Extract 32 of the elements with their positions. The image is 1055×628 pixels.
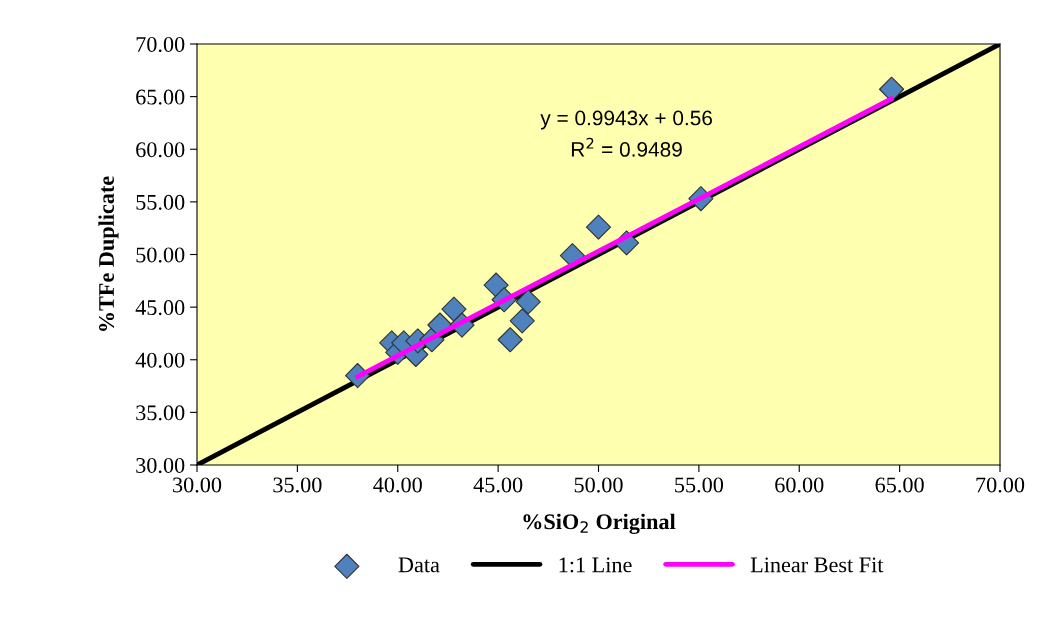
y-tick-label: 40.00 xyxy=(135,352,185,368)
y-axis-title: %TFe Duplicate xyxy=(98,176,119,331)
y-tick-label: 35.00 xyxy=(136,405,185,421)
x-tick-label: 55.00 xyxy=(675,477,724,493)
point xyxy=(585,214,612,240)
x-tick-label: 35.00 xyxy=(273,477,322,493)
point xyxy=(879,76,905,102)
y-tick-label: 45.00 xyxy=(135,300,185,316)
point xyxy=(483,272,509,298)
legend-label: Linear Best Fit xyxy=(750,557,884,573)
y-tick-label: 55.00 xyxy=(136,194,185,210)
x-tick-label: 30.00 xyxy=(173,477,222,493)
legend-label: 1:1 Line xyxy=(559,557,632,573)
annotation: R$^{2}$ = 0.9489 xyxy=(571,137,682,157)
x-tick-label: 45.00 xyxy=(473,477,523,493)
legend-label: Data xyxy=(398,557,440,573)
point xyxy=(509,308,535,334)
x-tick-label: 50.00 xyxy=(574,477,623,493)
x-tick-label: 60.00 xyxy=(775,477,824,493)
y-tick-label: 70.00 xyxy=(136,36,185,53)
y-tick-label: 65.00 xyxy=(136,89,185,105)
x-tick-label: 65.00 xyxy=(875,477,924,493)
point xyxy=(497,327,523,353)
y-tick-label: 50.00 xyxy=(136,247,185,263)
x-tick-label: 40.00 xyxy=(373,477,422,493)
y-tick-label: 60.00 xyxy=(136,142,185,158)
point xyxy=(515,289,541,315)
point xyxy=(441,296,467,322)
x-tick-label: 70.00 xyxy=(976,477,1025,493)
x-axis-title: %SiO$_{2}$ Original xyxy=(523,513,676,534)
y-tick-label: 30.00 xyxy=(136,457,185,474)
annotation: y = 0.9943x + 0.56 xyxy=(540,110,712,130)
